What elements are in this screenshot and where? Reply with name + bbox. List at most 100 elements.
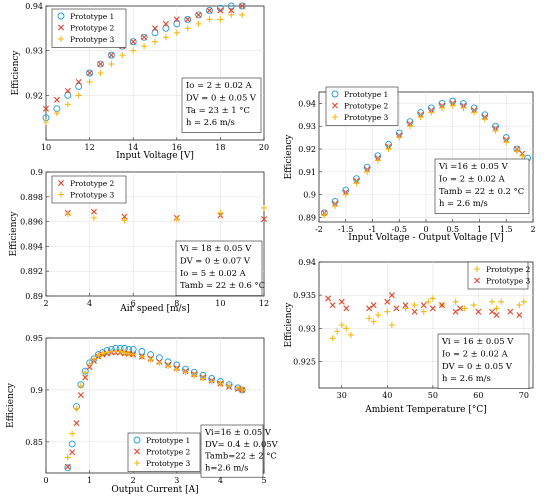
- legend-marker: [58, 180, 64, 186]
- y-tick-label: 0.898: [20, 193, 43, 202]
- x-axis-label: Input Voltage [V]: [116, 151, 194, 161]
- data-point: [347, 331, 354, 338]
- data-point: [125, 350, 132, 357]
- data-point: [261, 204, 267, 211]
- annotation-frame: [175, 240, 263, 296]
- data-point: [73, 405, 80, 412]
- data-point: [195, 11, 202, 18]
- data-point: [184, 16, 191, 23]
- data-point: [173, 216, 180, 223]
- annotation-line: Ta = 23 ± 1 °C: [186, 105, 250, 115]
- legend: Prototype 2 Prototype 3: [467, 261, 531, 290]
- data-point: [234, 384, 241, 391]
- data-point: [117, 348, 124, 355]
- legend-label: Prototype 2: [146, 448, 191, 457]
- annotation-frame: [181, 77, 262, 133]
- x-tick-label: 1: [87, 476, 92, 485]
- x-axis-label: Input Voltage - Output Voltage [V]: [348, 233, 503, 243]
- y-axis-label: Efficiency: [9, 211, 19, 257]
- data-point: [343, 305, 350, 312]
- data-point: [343, 325, 350, 332]
- series-prototype-3: [64, 204, 267, 224]
- legend-label: Prototype 2: [70, 179, 115, 188]
- data-point: [429, 295, 436, 302]
- x-tick-label: 0: [423, 225, 428, 234]
- x-tick-label: 70: [519, 391, 529, 400]
- annotation-line: Vi = 18 ± 0.05 V: [179, 243, 252, 253]
- x-tick-label: 18: [215, 143, 225, 152]
- data-point: [86, 360, 93, 367]
- data-point: [138, 353, 145, 360]
- data-point: [69, 430, 76, 437]
- data-point: [417, 114, 424, 121]
- data-point: [489, 308, 496, 315]
- data-point: [130, 351, 137, 358]
- data-point: [75, 92, 82, 99]
- data-point: [82, 374, 89, 381]
- data-point: [332, 203, 339, 210]
- data-point: [73, 420, 80, 427]
- legend-label: Prototype 3: [486, 277, 531, 286]
- data-point: [77, 382, 84, 389]
- data-point: [364, 168, 371, 175]
- legend-marker: [332, 114, 338, 120]
- annotation-box: Vi =16 ± 0.05 V Io = 2 ± 0.02 A Tamb = 22 …: [434, 158, 530, 214]
- series-prototype-3: [64, 348, 246, 461]
- annotation-line: Io = 5 ± 0.02 A: [180, 268, 247, 278]
- data-point: [461, 305, 468, 312]
- data-point: [108, 52, 115, 59]
- chart-panel-5: 30 40 50 60 70 0.925 0.93 0.935 0.94 Ambient Temp…: [284, 258, 534, 415]
- x-tick-label: 30: [337, 391, 347, 400]
- data-point: [206, 7, 213, 14]
- data-point: [428, 109, 435, 116]
- data-point: [239, 11, 246, 18]
- y-tick-label: 0.94: [25, 2, 43, 11]
- data-point: [334, 328, 341, 335]
- data-point: [338, 322, 345, 328]
- annotation-line: h = 2.6 m/s: [439, 198, 488, 208]
- y-tick-label: 0.9: [30, 168, 43, 177]
- chart-panel-1: 10 12 14 16 18 20 0.92 0.93 0.94 Input Voltage [V…: [11, 2, 269, 161]
- data-point: [384, 298, 391, 305]
- data-point: [217, 209, 224, 216]
- legend-label: Prototype 2: [70, 24, 115, 33]
- data-point: [173, 29, 180, 36]
- data-point: [449, 102, 456, 109]
- y-tick-label: 0.894: [20, 242, 43, 251]
- data-point: [385, 146, 392, 153]
- data-point: [393, 305, 400, 312]
- legend: Prototype 1 Prototype 2 Prototype 3: [51, 8, 127, 48]
- annotation-frame: [434, 158, 530, 214]
- annotation-line: h=2.6 m/s: [205, 462, 248, 472]
- chart-panel-2: 2 4 6 8 10 12 0.89 0.892 0.894 0.896 0.898 0.9 Air s…: [9, 168, 269, 314]
- x-tick-label: 6: [131, 299, 136, 308]
- data-point: [173, 366, 180, 373]
- data-point: [217, 16, 224, 23]
- data-point: [43, 119, 49, 126]
- data-point: [402, 305, 409, 312]
- legend-marker: [134, 460, 140, 466]
- data-point: [217, 380, 224, 387]
- data-point: [457, 305, 464, 312]
- annotation-box: Vi = 18 ± 0.05 V DV = 0 ± 0.07 V Io = 5 ± …: [175, 240, 265, 296]
- annotation-line: Vi = 16 ± 0.05 V: [441, 336, 514, 346]
- data-point: [90, 214, 97, 221]
- annotation-line: DV = 0 ± 0.05 V: [442, 361, 513, 371]
- series-prototype-3: [321, 102, 526, 219]
- data-point: [503, 139, 510, 146]
- data-point: [470, 302, 477, 309]
- data-point: [239, 386, 246, 393]
- data-point: [86, 78, 93, 85]
- legend-label: Prototype 1: [70, 12, 114, 21]
- data-point: [64, 463, 71, 470]
- data-point: [173, 20, 181, 28]
- y-tick-label: 0.9: [303, 191, 316, 200]
- annotation-line: Tamb=22 ± 2 °C: [205, 451, 277, 461]
- x-tick-label: 1: [477, 225, 482, 234]
- x-tick-label: 4: [218, 476, 223, 485]
- legend-marker: [133, 436, 141, 444]
- data-point: [438, 302, 445, 309]
- x-tick-label: 2: [530, 225, 535, 234]
- legend-marker: [58, 191, 64, 198]
- x-tick-label: -0.5: [392, 225, 407, 234]
